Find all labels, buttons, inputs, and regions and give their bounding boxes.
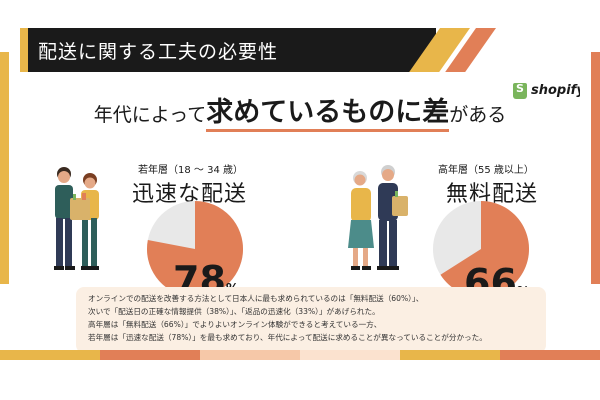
shopping-bag-icon — [513, 83, 527, 99]
pie-slice-value — [440, 200, 530, 298]
footer-stripes — [0, 350, 600, 360]
note-line: 高年層は「無料配送（66%）」でよりよいオンライン体験ができると考えている一方、 — [88, 320, 382, 329]
logo-wordmark: shopify — [531, 83, 580, 98]
footer-stripe — [400, 350, 500, 360]
group-label: 高年層（55 歳以上） — [438, 165, 534, 176]
footer-stripe — [100, 350, 200, 360]
pie-chart-young — [146, 200, 244, 298]
group-label: 若年層（18 ～ 34 歳） — [138, 165, 243, 176]
left-accent-stripe — [0, 52, 9, 284]
right-accent-stripe — [591, 52, 600, 284]
footer-stripe — [0, 350, 100, 360]
title-accent-strip — [20, 28, 28, 72]
senior-couple-illustration — [348, 165, 408, 270]
note-line: 若年層は「迅速な配送（78%）」を最も求めており、年代によって配送に求めることが… — [88, 333, 487, 342]
young-couple-illustration — [54, 167, 99, 270]
pie-chart-senior — [432, 200, 530, 298]
footer-stripe — [300, 350, 400, 360]
summary-note: オンラインでの配送を改善する方法として日本人に最も求められているのは「無料配送（… — [76, 287, 546, 353]
title-bar: 配送に関する工夫の必要性 — [20, 28, 436, 72]
page-title: 配送に関する工夫の必要性 — [38, 41, 279, 63]
note-line: オンラインでの配送を改善する方法として日本人に最も求められているのは「無料配送（… — [88, 294, 424, 303]
footer-stripe — [500, 350, 600, 360]
infographic-canvas: 配送に関する工夫の必要性 S shopify 年代によって求めているものに差があ… — [20, 28, 580, 368]
headline-part-1: 年代によって — [93, 104, 207, 126]
logo-mark-letter: S — [516, 82, 524, 95]
headline-part-2: がある — [449, 104, 507, 126]
headline-emphasis: 求めているものに差 — [206, 97, 450, 132]
shopify-logo: S shopify — [513, 82, 580, 100]
pie-slice-value — [146, 200, 244, 298]
note-line: 次いで「配送日の正確な情報提供（38%）」、「返品の迅速化（33%）」があげられ… — [88, 307, 380, 316]
headline: 年代によって求めているものに差がある — [20, 90, 580, 132]
footer-stripe — [200, 350, 300, 360]
